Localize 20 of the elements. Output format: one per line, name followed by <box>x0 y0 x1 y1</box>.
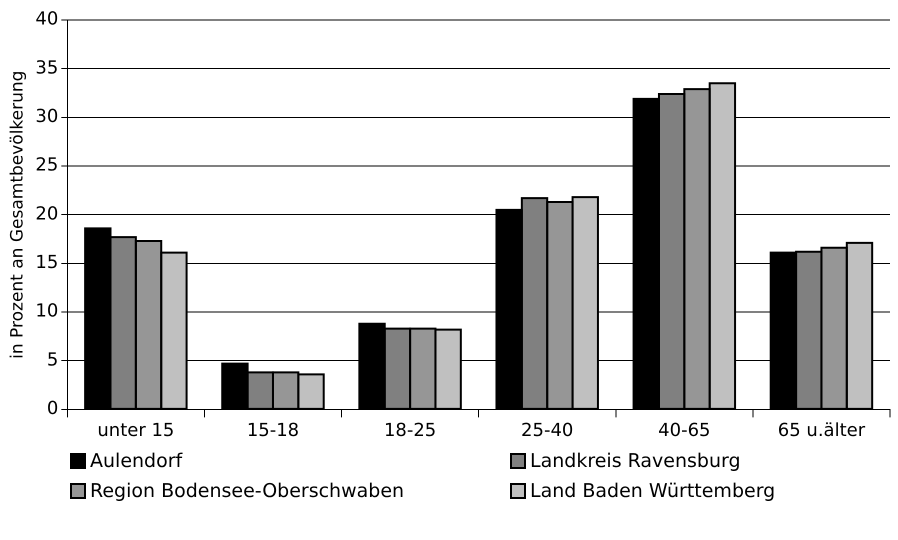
y-tick-label: 40 <box>35 8 58 30</box>
x-tick-label: 40-65 <box>658 420 710 441</box>
legend-label: Region Bodensee-Oberschwaben <box>90 480 404 502</box>
y-tick-label: 15 <box>35 252 58 274</box>
y-tick-label: 5 <box>46 349 58 370</box>
y-tick-label: 20 <box>35 203 58 224</box>
y-tick-label: 10 <box>35 300 58 322</box>
x-tick-label: unter 15 <box>97 420 174 441</box>
legend-label: Aulendorf <box>90 450 182 472</box>
y-tick-label: 0 <box>46 398 58 420</box>
y-tick-label: 35 <box>35 57 58 78</box>
x-tick-label: 15-18 <box>246 420 300 441</box>
y-tick-label: 30 <box>35 106 58 128</box>
x-tick-label: 18-25 <box>384 420 436 441</box>
legend-label: Land Baden Württemberg <box>530 480 776 502</box>
y-axis-title: in Prozent an Gesamtbevölkerung <box>8 70 28 359</box>
x-tick-label: 25-40 <box>521 420 574 441</box>
y-tick-label: 25 <box>35 154 58 176</box>
legend-label: Landkreis Ravensburg <box>530 450 741 472</box>
x-tick-label: 65 u.älter <box>778 420 866 441</box>
